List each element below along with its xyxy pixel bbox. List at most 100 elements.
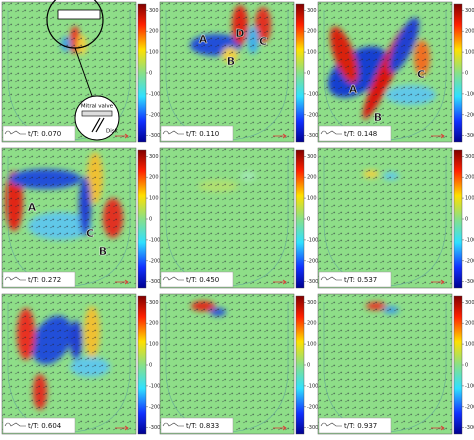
colorbar-tick-label: -100	[307, 383, 318, 389]
valve-inset: Mitral valve Disk	[46, 0, 120, 141]
colorbar-tick-label: 300	[465, 154, 474, 160]
colorbar-tick-label: 0	[307, 217, 310, 223]
time-box	[2, 417, 76, 434]
velocity-field	[160, 294, 294, 434]
colorbar-tick-label: -100	[149, 383, 160, 389]
reference-arrow	[273, 133, 287, 139]
velocity-field	[318, 2, 452, 142]
colorbar-tick-label: -300	[307, 133, 318, 139]
colorbar-tick-label: 0	[307, 363, 310, 369]
colorbar-tick-label: -100	[465, 237, 474, 243]
cycle-waveform	[320, 422, 342, 427]
reference-arrow	[273, 279, 287, 285]
colorbar-tick-label: 200	[149, 321, 159, 327]
cycle-waveform	[320, 130, 342, 135]
colorbar-tick-label: 300	[149, 300, 159, 306]
annotation: A	[349, 83, 358, 96]
annotation: D	[235, 27, 244, 40]
annotation: A	[28, 201, 37, 214]
colorbar-tick-label: -200	[465, 404, 474, 410]
colorbar-tick-label: -200	[307, 112, 318, 118]
velocity-field	[2, 294, 136, 434]
panel: t/T: 0.450 300 200 100 0 -100 -200 -300	[159, 147, 318, 289]
colorbar-tick-label: 100	[149, 196, 159, 202]
time-box	[2, 271, 76, 288]
colorbar-tick-label: -300	[149, 133, 160, 139]
colorbar-tick-label: 100	[149, 342, 159, 348]
colorbar-tick-label: 300	[307, 8, 317, 14]
annotation: C	[259, 35, 267, 48]
colorbar	[295, 295, 305, 435]
colorbar-tick-label: 100	[465, 342, 474, 348]
colorbar-tick-label: 0	[149, 217, 152, 223]
colorbar-tick-label: 0	[465, 363, 468, 369]
time-label: t/T: 0.070	[28, 130, 61, 138]
valve-label: Mitral valve	[81, 104, 114, 110]
colorbar-tick-label: 100	[307, 50, 317, 56]
colorbar	[137, 149, 147, 289]
colorbar	[453, 295, 463, 435]
cycle-waveform	[4, 130, 26, 135]
cycle-waveform	[162, 276, 184, 281]
time-label: t/T: 0.937	[344, 422, 377, 430]
colorbar-tick-label: 200	[307, 29, 317, 35]
colorbar-tick-label: 200	[465, 321, 474, 327]
cycle-waveform	[162, 130, 184, 135]
colorbar-tick-label: -300	[307, 279, 318, 285]
connector	[74, 47, 93, 97]
time-box	[318, 125, 392, 142]
annotation: B	[227, 55, 235, 68]
cycle-waveform	[4, 422, 26, 427]
colorbar-tick-label: -200	[307, 404, 318, 410]
colorbar-tick-label: 300	[149, 154, 159, 160]
time-label: t/T: 0.833	[186, 422, 219, 430]
colorbar-tick-label: 0	[307, 71, 310, 77]
cycle-waveform	[4, 276, 26, 281]
time-label: t/T: 0.537	[344, 276, 377, 284]
annotation: C	[86, 227, 94, 240]
colorbar-tick-label: -100	[465, 91, 474, 97]
colorbar-tick-label: 200	[149, 175, 159, 181]
panel: t/T: 0.937 300 200 100 0 -100 -200 -300	[317, 293, 474, 435]
colorbar	[453, 149, 463, 289]
time-box	[318, 417, 392, 434]
time-box	[2, 125, 76, 142]
colorbar-tick-label: -300	[149, 425, 160, 431]
valve-box	[57, 9, 101, 20]
colorbar-tick-label: 100	[465, 196, 474, 202]
reference-arrow	[431, 425, 445, 431]
colorbar-tick-label: -100	[307, 91, 318, 97]
disk-label: Disk	[106, 129, 119, 135]
colorbar-tick-label: 200	[465, 175, 474, 181]
panel: t/T: 0.833 300 200 100 0 -100 -200 -300	[159, 293, 318, 435]
reference-arrow	[273, 425, 287, 431]
colorbar-tick-label: -100	[465, 383, 474, 389]
velocity-field	[2, 148, 136, 288]
reference-arrow	[431, 133, 445, 139]
colorbar-tick-label: -200	[149, 258, 160, 264]
colorbar-tick-label: -200	[465, 112, 474, 118]
velocity-field	[318, 294, 452, 434]
annotation: B	[374, 111, 382, 124]
time-label: t/T: 0.148	[344, 130, 377, 138]
colorbar-tick-label: 100	[307, 196, 317, 202]
detail-circle	[74, 95, 120, 141]
panel: A CBt/T: 0.272 300 200 100 0 -100 -200 -300	[1, 147, 160, 289]
disk-shape	[91, 117, 105, 133]
colorbar-tick-label: 200	[465, 29, 474, 35]
time-box	[160, 271, 234, 288]
colorbar-tick-label: -100	[149, 237, 160, 243]
time-label: t/T: 0.272	[28, 276, 61, 284]
colorbar-tick-label: 300	[465, 8, 474, 14]
colorbar-tick-label: -300	[465, 133, 474, 139]
colorbar-tick-label: -300	[465, 425, 474, 431]
colorbar	[453, 3, 463, 143]
reference-arrow	[431, 279, 445, 285]
annotation: C	[417, 68, 425, 81]
colorbar-tick-label: -100	[149, 91, 160, 97]
time-box	[160, 417, 234, 434]
valve-shape	[81, 110, 113, 117]
colorbar	[137, 3, 147, 143]
colorbar-tick-label: -200	[465, 258, 474, 264]
